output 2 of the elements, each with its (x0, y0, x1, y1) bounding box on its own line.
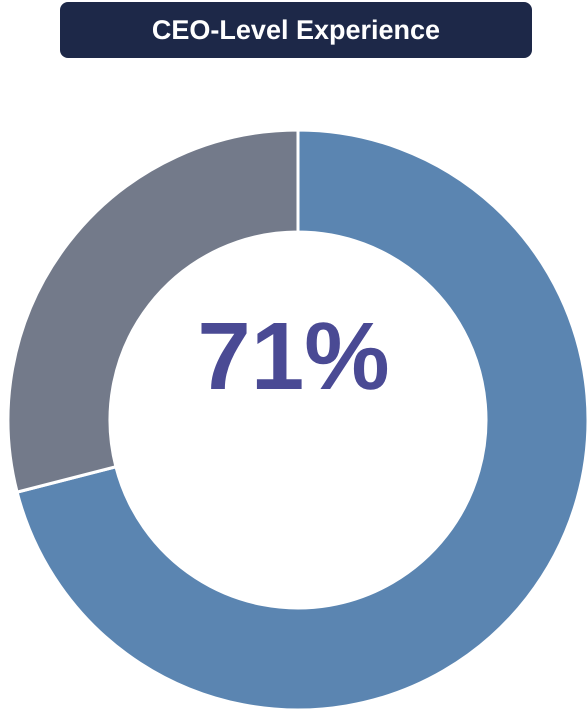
chart-title: CEO-Level Experience (60, 2, 532, 58)
data-label: 71% (197, 303, 390, 410)
